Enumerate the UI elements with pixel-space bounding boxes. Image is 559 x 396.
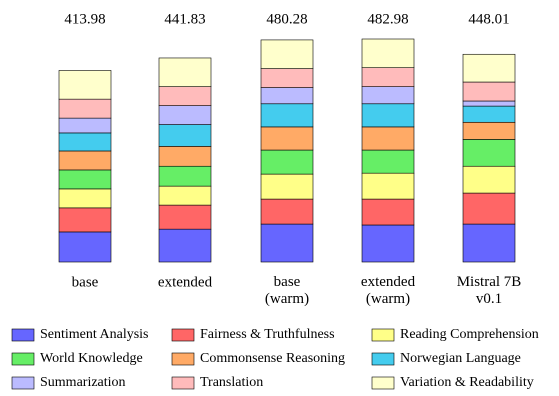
bar-segment xyxy=(462,192,516,225)
bar-segment xyxy=(462,53,516,83)
bar-segment xyxy=(260,149,314,175)
total-label: 413.98 xyxy=(64,11,105,27)
bar-segment xyxy=(58,207,112,233)
bar-segment xyxy=(158,228,212,263)
bar-segment xyxy=(361,172,415,200)
bar-segment xyxy=(58,98,112,119)
bar-segment xyxy=(260,103,314,128)
total-label: 480.28 xyxy=(266,11,307,27)
bar-segment xyxy=(361,198,415,226)
bar-segment xyxy=(58,70,112,100)
bar-segment xyxy=(462,139,516,167)
x-tick-label: base (warm) xyxy=(265,274,309,307)
legend-label: Reading Comprehension xyxy=(400,327,539,342)
bar-segment xyxy=(361,103,415,128)
x-tick-label: base xyxy=(72,274,99,290)
bar-segment xyxy=(260,198,314,225)
legend-swatch xyxy=(371,376,395,390)
x-tick-label: extended (warm) xyxy=(361,274,416,307)
bar-segment xyxy=(361,67,415,87)
bar-segment xyxy=(158,204,212,230)
legend-swatch xyxy=(371,328,395,342)
legend-label: World Knowledge xyxy=(40,351,143,366)
x-tick-label: extended xyxy=(158,274,213,290)
bar-segment xyxy=(58,188,112,209)
legend-label: Variation & Readability xyxy=(400,375,534,390)
bar-segment xyxy=(158,185,212,206)
bar-segment xyxy=(260,68,314,88)
legend-swatch xyxy=(171,352,195,366)
legend-label: Commonsense Reasoning xyxy=(200,351,345,366)
legend-label: Sentiment Analysis xyxy=(40,327,149,342)
bar-segment xyxy=(158,124,212,147)
bar-segment xyxy=(158,165,212,187)
bar-segment xyxy=(462,100,516,107)
bar-segment xyxy=(260,173,314,200)
x-tick-label: Mistral 7B v0.1 xyxy=(457,274,522,307)
bar-segment xyxy=(58,150,112,171)
bar-segment xyxy=(158,57,212,87)
bar-segment xyxy=(158,105,212,125)
bar-segment xyxy=(462,81,516,102)
bar-segment xyxy=(158,146,212,167)
bar-segment xyxy=(462,121,516,140)
legend-swatch xyxy=(11,328,35,342)
bar-segment xyxy=(462,105,516,123)
legend-label: Summarization xyxy=(40,375,126,390)
bar-segment xyxy=(260,39,314,69)
total-label: 482.98 xyxy=(367,11,408,27)
legend-label: Translation xyxy=(200,375,263,390)
bar-segment xyxy=(361,224,415,263)
bar-segment xyxy=(58,117,112,134)
bar-segment xyxy=(260,223,314,263)
bar-segment xyxy=(462,223,516,263)
bar-segment xyxy=(361,38,415,68)
total-label: 441.83 xyxy=(164,11,205,27)
legend-swatch xyxy=(11,376,35,390)
bar-segment xyxy=(361,149,415,174)
bar-segment xyxy=(158,86,212,106)
bar-segment xyxy=(260,87,314,105)
bar-segment xyxy=(361,126,415,151)
legend-label: Fairness & Truthfulness xyxy=(200,327,335,342)
bar-segment xyxy=(361,86,415,105)
bar-segment xyxy=(58,231,112,263)
legend-swatch xyxy=(371,352,395,366)
legend-swatch xyxy=(171,328,195,342)
legend-swatch xyxy=(171,376,195,390)
bar-segment xyxy=(260,126,314,151)
total-label: 448.01 xyxy=(468,11,509,27)
bar-segment xyxy=(58,169,112,190)
bar-segment xyxy=(58,132,112,152)
legend-swatch xyxy=(11,352,35,366)
legend-label: Norwegian Language xyxy=(400,351,521,366)
bar-segment xyxy=(462,165,516,194)
